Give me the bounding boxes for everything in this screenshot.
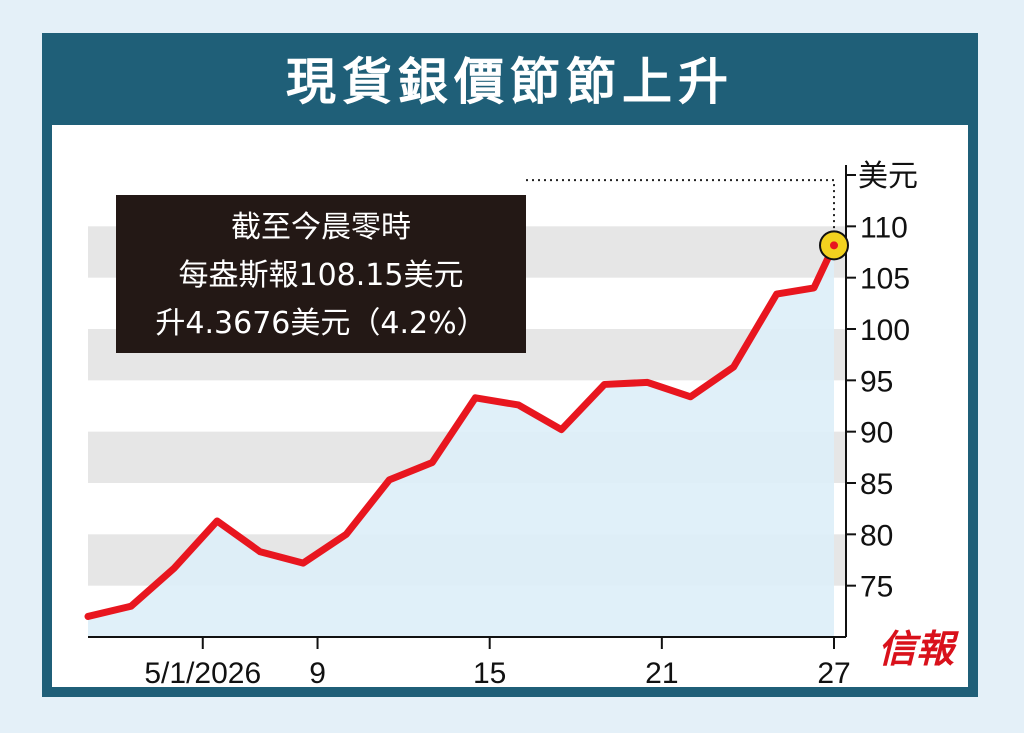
y-tick-label: 75	[860, 571, 893, 604]
x-tick-label: 21	[645, 657, 678, 687]
x-tick-label: 9	[309, 657, 326, 687]
y-tick-label: 105	[860, 263, 910, 296]
data-point	[731, 364, 736, 369]
annotation-leader	[526, 179, 835, 230]
data-point	[215, 518, 220, 523]
y-tick-label: 110	[860, 211, 908, 244]
y-tick-label: 90	[860, 417, 893, 450]
y-tick-label: 95	[860, 365, 893, 398]
data-point	[172, 566, 177, 571]
brand-logo: 信報	[877, 626, 954, 671]
chart-svg: 75 80 85 90 95 100 105 110 美元 5/1/2026 9 15 21 27 截至今晨…	[84, 159, 918, 687]
y-tick-label: 100	[860, 314, 910, 347]
data-point	[129, 604, 134, 609]
data-point	[559, 427, 564, 432]
latest-value-dot	[830, 241, 838, 250]
data-point	[645, 380, 650, 385]
annotation-line: 每盎斯報108.15美元	[179, 258, 464, 293]
annotation-line: 截至今晨零時	[231, 210, 411, 245]
chart-title: 現貨銀價節節上升	[286, 53, 734, 111]
data-point	[516, 402, 521, 407]
data-point	[430, 460, 435, 465]
data-point	[344, 532, 349, 537]
annotation-line: 升4.3676美元（4.2%）	[155, 306, 486, 341]
x-tick-label: 15	[473, 657, 506, 687]
data-point	[258, 549, 263, 554]
chart-panel: 75 80 85 90 95 100 105 110 美元 5/1/2026 9 15 21 27 截至今晨…	[52, 125, 968, 687]
data-point	[86, 614, 90, 619]
data-point	[688, 394, 693, 399]
x-tick-label: 27	[817, 657, 850, 687]
data-point	[387, 477, 392, 482]
data-point	[811, 285, 816, 290]
y-tick-label: 85	[860, 468, 893, 501]
chart-frame: 現貨銀價節節上升 75 80 85 90 95 100 105 110 美元 5/1/2026 9 1…	[42, 33, 978, 697]
annotation-box	[116, 195, 526, 353]
x-tick-label: 5/1/2026	[144, 657, 261, 687]
area-fill	[88, 245, 834, 637]
data-point	[301, 561, 306, 566]
y-tick-label: 80	[860, 519, 893, 552]
title-bar: 現貨銀價節節上升	[42, 33, 978, 123]
data-point	[774, 292, 779, 297]
y-unit-label: 美元	[858, 159, 918, 194]
data-point	[602, 382, 607, 387]
data-point	[473, 395, 478, 400]
